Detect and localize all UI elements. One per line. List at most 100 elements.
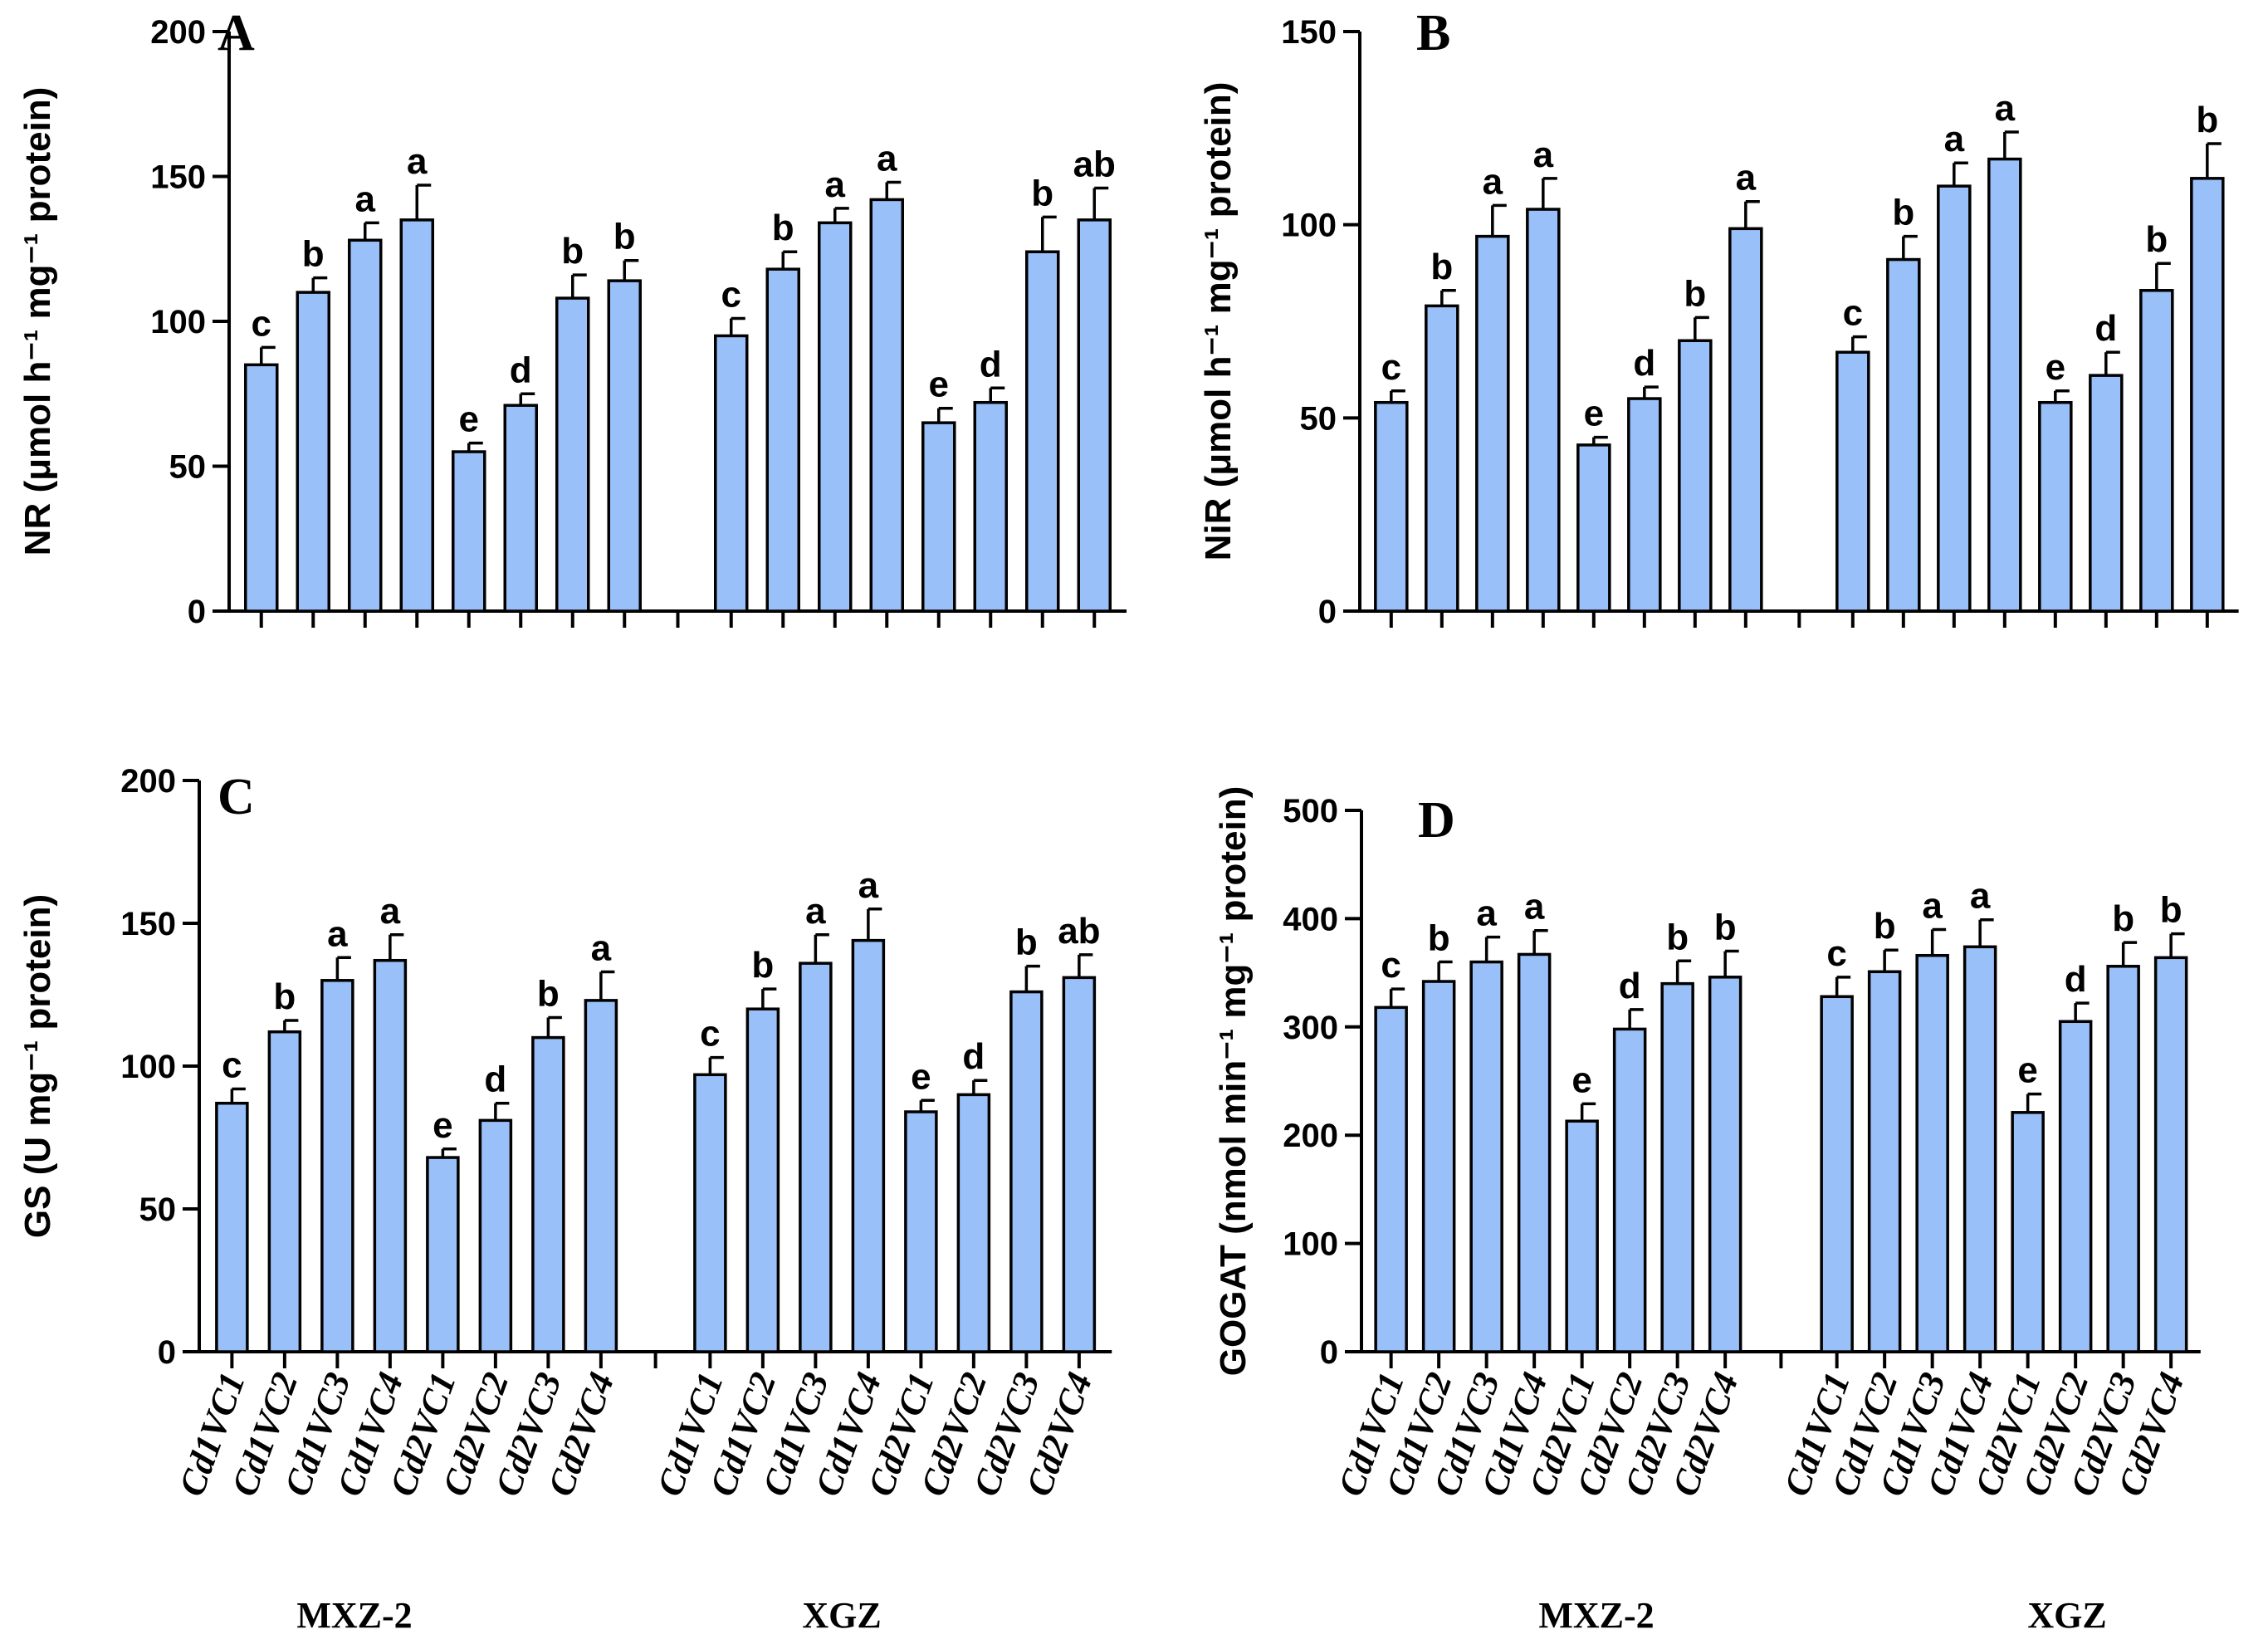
- significance-letter: d: [962, 1036, 985, 1077]
- bar-C-13: [904, 1110, 938, 1353]
- y-tick-label: 100: [1283, 1226, 1338, 1263]
- bar-B-14: [2089, 374, 2124, 613]
- significance-letter: b: [561, 231, 584, 272]
- significance-letter: b: [2145, 219, 2168, 260]
- significance-letter: e: [1584, 394, 1604, 434]
- significance-letter: d: [980, 344, 1002, 384]
- significance-letter: a: [407, 141, 428, 182]
- significance-letter: a: [1970, 876, 1991, 917]
- bar-A-11: [818, 221, 853, 613]
- bar-B-12: [1987, 157, 2022, 613]
- bar-B-7: [1678, 339, 1713, 613]
- bar-C-16: [1062, 976, 1097, 1353]
- significance-letter: c: [721, 275, 741, 316]
- significance-letter: ab: [1073, 144, 1116, 184]
- bar-D-15: [2106, 965, 2140, 1353]
- y-tick-label: 200: [120, 763, 176, 800]
- bar-A-12: [869, 198, 904, 613]
- significance-letter: c: [1843, 293, 1863, 334]
- bar-C-6: [478, 1118, 513, 1353]
- significance-letter: e: [433, 1105, 452, 1146]
- significance-letter: b: [2196, 100, 2218, 140]
- significance-letter: c: [252, 303, 271, 344]
- bar-A-14: [973, 400, 1008, 613]
- bar-C-2: [267, 1030, 302, 1353]
- bar-B-8: [1728, 227, 1763, 613]
- significance-letter: e: [2046, 347, 2065, 388]
- bar-A-15: [1025, 250, 1060, 613]
- group-labels-right: MXZ-2 XGZ: [1538, 1595, 2106, 1636]
- y-axis-title: NR (μmol h⁻¹ mg⁻¹ protein): [17, 87, 58, 556]
- bar-D-10: [1867, 970, 1902, 1353]
- significance-letter: a: [858, 865, 879, 906]
- bar-C-11: [799, 961, 833, 1353]
- bar-D-7: [1660, 981, 1694, 1353]
- group-label-xgz-right: XGZ: [2027, 1595, 2106, 1636]
- bar-C-7: [531, 1035, 565, 1353]
- significance-letter: c: [700, 1014, 720, 1054]
- bar-C-9: [693, 1073, 727, 1353]
- group-labels-left: MXZ-2 XGZ: [296, 1595, 881, 1636]
- significance-letter: b: [613, 217, 636, 257]
- y-axis-title: GOGAT (nmol min⁻¹ mg⁻¹ protein): [1213, 786, 1254, 1376]
- panel-label: C: [218, 769, 255, 825]
- bar-C-4: [373, 958, 408, 1353]
- bar-B-15: [2139, 289, 2174, 613]
- bar-D-3: [1469, 960, 1503, 1353]
- significance-letter: b: [1031, 173, 1053, 213]
- significance-letter: e: [2017, 1050, 2037, 1091]
- significance-letter: a: [591, 927, 612, 968]
- bar-B-16: [2190, 177, 2225, 613]
- bar-B-2: [1425, 304, 1459, 613]
- significance-letter: ab: [1058, 911, 1100, 952]
- bar-C-10: [745, 1007, 780, 1353]
- bar-B-9: [1835, 350, 1870, 613]
- bar-A-4: [399, 218, 434, 613]
- y-tick-label: 150: [150, 159, 206, 196]
- significance-letter: b: [1430, 247, 1453, 287]
- y-tick-label: 150: [1281, 14, 1337, 51]
- y-tick-label: 150: [120, 906, 176, 942]
- bar-B-4: [1526, 208, 1561, 613]
- significance-letter: d: [2094, 308, 2117, 349]
- significance-letter: d: [1619, 966, 1641, 1006]
- panel-label: B: [1416, 5, 1450, 61]
- significance-letter: b: [1874, 906, 1896, 947]
- significance-letter: b: [751, 945, 774, 986]
- bar-B-1: [1374, 400, 1409, 613]
- bar-C-1: [215, 1101, 249, 1353]
- bar-B-6: [1627, 397, 1662, 613]
- bar-C-12: [851, 938, 886, 1353]
- significance-letter: a: [327, 913, 348, 954]
- significance-letter: a: [1736, 158, 1757, 198]
- significance-letter: e: [1571, 1059, 1591, 1100]
- bar-D-1: [1374, 1005, 1408, 1353]
- panel-C: 050100150200cCd1VC1bCd1VC2aCd1VC3aCd1VC4…: [17, 763, 1112, 1501]
- bar-D-11: [1915, 953, 1949, 1353]
- group-label-mxz2-left: MXZ-2: [296, 1595, 412, 1636]
- bar-C-5: [426, 1156, 460, 1353]
- y-tick-label: 400: [1283, 901, 1338, 937]
- significance-letter: a: [1533, 135, 1554, 175]
- bar-C-8: [584, 999, 618, 1353]
- y-tick-label: 100: [1281, 208, 1337, 244]
- bar-A-5: [452, 450, 486, 613]
- y-tick-label: 0: [1320, 1334, 1338, 1371]
- bar-B-3: [1475, 234, 1510, 613]
- bar-B-13: [2038, 400, 2073, 613]
- significance-letter: a: [1524, 887, 1545, 927]
- bar-A-1: [244, 363, 279, 613]
- significance-letter: c: [1381, 347, 1401, 388]
- significance-letter: a: [1922, 885, 1943, 926]
- significance-letter: a: [1944, 119, 1965, 159]
- significance-letter: b: [1015, 922, 1038, 963]
- bar-A-6: [503, 404, 538, 613]
- significance-letter: d: [1633, 343, 1655, 384]
- bar-B-10: [1886, 257, 1921, 613]
- significance-letter: d: [510, 350, 532, 390]
- significance-letter: b: [1714, 908, 1737, 948]
- bar-D-5: [1565, 1119, 1599, 1353]
- y-axis-title: NiR (μmol h⁻¹ mg⁻¹ protein): [1198, 82, 1239, 561]
